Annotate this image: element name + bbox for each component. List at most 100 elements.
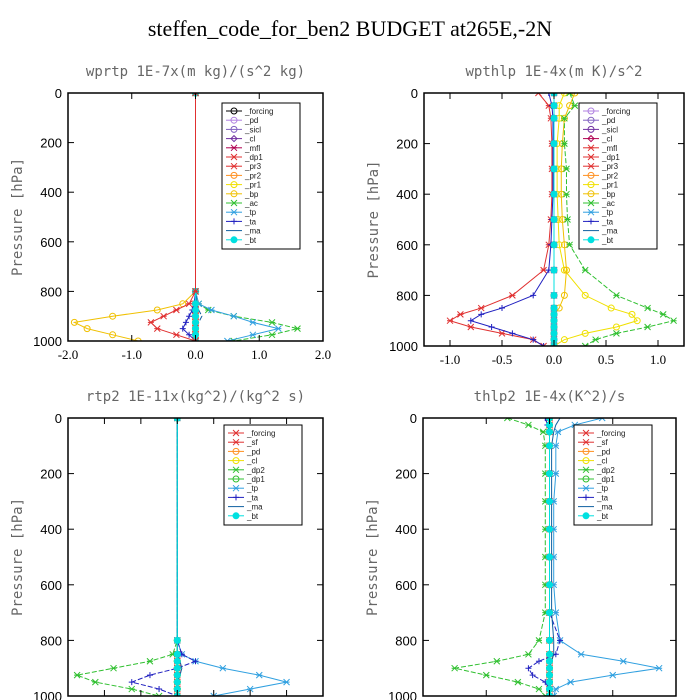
series-point [563, 190, 570, 198]
legend-marker [230, 190, 238, 198]
series-point [192, 337, 199, 341]
legend-entry: _bt [244, 236, 257, 245]
series-point [598, 418, 606, 422]
legend-entry: _dp1 [601, 153, 620, 162]
series-point [560, 93, 568, 97]
legend-entry: _mfl [601, 144, 617, 153]
series-point [546, 636, 553, 644]
series-point [525, 421, 532, 429]
series-line-ta [130, 418, 197, 696]
series-point [173, 678, 181, 686]
series-point [173, 650, 181, 658]
series-point [560, 266, 568, 274]
series-point [451, 664, 458, 672]
series-point [644, 304, 651, 312]
series-point [550, 216, 558, 223]
y-tick-label: 400 [396, 187, 418, 202]
legend-entry: _bp [601, 190, 616, 199]
series-point [563, 165, 570, 173]
legend-marker [587, 208, 595, 216]
series-point [275, 325, 282, 332]
series-point [192, 318, 199, 326]
series-point [73, 671, 81, 679]
y-tick-label: 800 [40, 284, 62, 299]
legend-entry: _tp [601, 208, 614, 217]
series-point [153, 306, 161, 314]
legend-entry: _bt [601, 236, 614, 245]
series-point [550, 266, 558, 274]
legend-entry: _ac [601, 199, 615, 208]
legend-entry: _ac [244, 199, 258, 208]
legend-marker [232, 475, 240, 483]
series-point [535, 637, 543, 644]
chart-2: wpthlp 1E-4x(m K)/s^2 Pressure [hPa] 0 200 4… [366, 64, 685, 367]
y-tick-label: 800 [395, 633, 417, 648]
y-axis-label: Pressure [hPa] [365, 498, 381, 616]
series-point [546, 671, 553, 679]
legend-marker [587, 125, 595, 133]
series-point [255, 671, 263, 679]
legend-entry: _pr2 [244, 171, 262, 180]
series-point [540, 343, 547, 346]
series-point [552, 609, 560, 616]
legend-marker [230, 107, 238, 115]
legend-marker [583, 494, 589, 501]
series-point [577, 650, 585, 658]
chart-4: thlp2 1E-4x(K^2)/s Pressure [hPa] 0 200 400 6… [365, 389, 677, 700]
series-point [550, 317, 558, 325]
legend-marker [230, 199, 238, 207]
legend-marker [232, 429, 240, 437]
series-point [294, 325, 301, 332]
y-tick-label: 1000 [33, 334, 62, 349]
series-point [173, 664, 181, 672]
series-point [546, 657, 553, 665]
series-point [560, 336, 568, 344]
series-point [592, 336, 599, 344]
series-point [542, 418, 549, 421]
figure-title: steffen_code_for_ben2 BUDGET at265E,-2N [147, 16, 553, 41]
series-line-pr1 [553, 93, 639, 346]
legend-marker [230, 116, 238, 124]
legend-entry: _tp [246, 484, 259, 493]
legend: _forcing_sf_pd_cl_dp2_dp1_tp_ta_ma_bt [223, 424, 303, 526]
series-point [619, 657, 627, 665]
legend-entry: _pr3 [244, 162, 262, 171]
legend-entry: _pd [596, 447, 610, 456]
series-point [530, 292, 537, 299]
series-point [545, 93, 552, 96]
series-point [560, 291, 568, 299]
series-point [546, 581, 553, 589]
legend-entry: _bt [246, 512, 259, 521]
series-line-ta [527, 418, 561, 696]
series-point [146, 672, 153, 679]
legend-marker [232, 457, 240, 465]
series-point [153, 325, 161, 332]
chart-title: rtp2 1E-11x(kg^2)/(kg^2 s) [86, 389, 305, 405]
series-point [564, 216, 571, 223]
legend: _forcing_pd_sicl_cl_mfl_dp1_pr3_pr2_pr1_… [578, 102, 658, 250]
series-point [173, 657, 181, 665]
series-point [571, 102, 579, 110]
chart-title: wprtp 1E-7x(m kg)/(s^2 kg) [86, 64, 305, 80]
series-point [477, 304, 485, 312]
series-point [535, 685, 543, 693]
legend-marker [587, 162, 595, 170]
legend-entry: _dp1 [244, 153, 263, 162]
series-point [230, 312, 238, 320]
legend-entry: _cl [244, 135, 255, 144]
series-point [499, 305, 505, 312]
legend-entry: _forcing [596, 429, 625, 438]
legend-entry: _forcing [244, 107, 273, 116]
legend-entry: _cl [596, 457, 607, 466]
series-point [249, 331, 257, 339]
series-point [670, 317, 677, 325]
legend-entry: _tp [596, 484, 609, 493]
legend-box [578, 102, 658, 250]
series-point [192, 312, 199, 320]
series-point [192, 93, 199, 97]
series-point [562, 266, 570, 274]
series-point [613, 329, 620, 337]
series-point [482, 671, 490, 679]
x-tick-label: 0.0 [187, 347, 203, 362]
